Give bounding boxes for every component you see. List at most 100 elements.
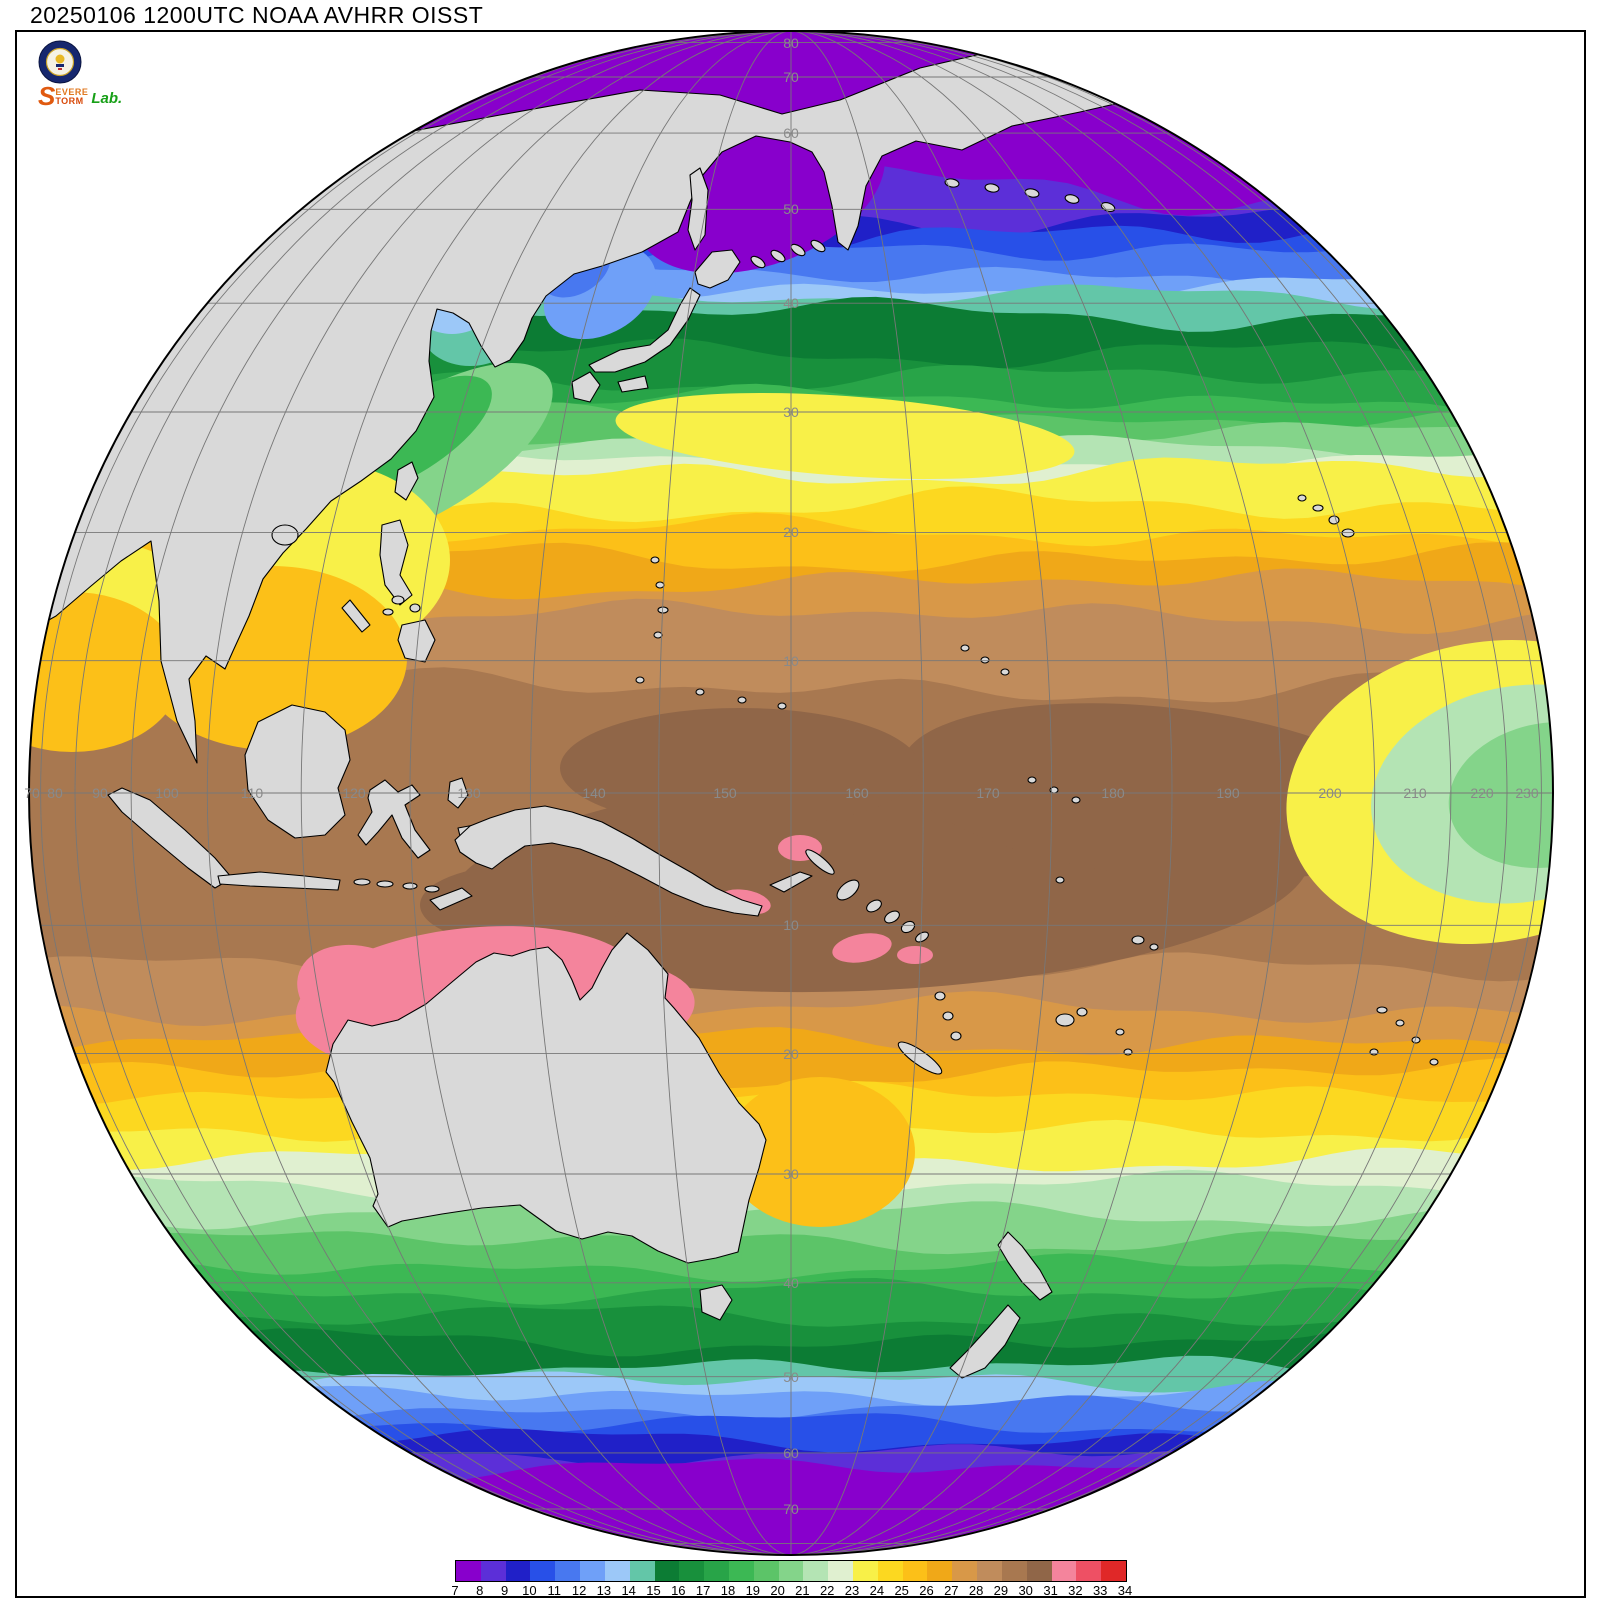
island	[900, 920, 916, 934]
lon-label: 110	[241, 785, 264, 801]
sst-patch	[725, 1077, 915, 1227]
lat-label: 80	[783, 35, 799, 51]
seal-gold-ring	[45, 47, 75, 77]
lab-logo: S EVERE TORM Lab.	[38, 40, 168, 109]
island	[695, 688, 705, 696]
lab-seal-icon	[38, 40, 82, 84]
landmass-hokkaido	[694, 249, 741, 289]
colorbar	[455, 1560, 1127, 1582]
lon-label: 70	[24, 785, 40, 801]
island	[1027, 776, 1037, 784]
island	[960, 644, 970, 652]
sst-patch	[897, 946, 933, 964]
island	[1312, 504, 1324, 512]
seal-sun-emblem	[55, 54, 65, 64]
colorbar-cell	[629, 1561, 655, 1581]
lon-label: 160	[845, 785, 869, 801]
colorbar-tick-label: 21	[795, 1583, 810, 1598]
colorbar-tick-label: 29	[993, 1583, 1009, 1598]
colorbar-cell	[1076, 1561, 1102, 1581]
colorbar-cell	[679, 1561, 705, 1581]
island	[1376, 1006, 1388, 1014]
landmass-honshu	[588, 287, 701, 373]
landmass-java	[217, 871, 341, 891]
lat-label: 50	[783, 1369, 799, 1385]
lat-label: 70	[783, 1501, 799, 1517]
lab-wordmark: S EVERE TORM Lab.	[38, 83, 168, 108]
landmass-palawan	[341, 599, 371, 633]
island	[805, 849, 835, 875]
colorbar-tick-label: 26	[919, 1583, 934, 1598]
island	[653, 631, 663, 639]
colorbar-cell	[803, 1561, 829, 1581]
island	[1341, 528, 1355, 538]
colorbar-tick-label: 32	[1068, 1583, 1083, 1598]
lon-label: 170	[976, 785, 1000, 801]
island	[635, 676, 645, 684]
island	[376, 880, 394, 888]
lat-label: 70	[783, 69, 799, 85]
island	[942, 1011, 954, 1021]
colorbar-cell	[604, 1561, 630, 1581]
colorbar-tick-label: 33	[1092, 1583, 1108, 1598]
colorbar-cell	[952, 1561, 978, 1581]
colorbar-tick-label: 22	[819, 1583, 835, 1598]
island	[424, 885, 440, 893]
lon-label: 220	[1470, 785, 1494, 801]
graticule-labels: 70 80 90 100 110 120 130 140 150 160 170 180 190 200 2…	[24, 35, 1539, 1517]
colorbar-tick-label: 12	[571, 1583, 587, 1598]
landmass-taiwan	[394, 461, 419, 501]
sst-patch	[615, 392, 1075, 480]
island	[836, 879, 860, 901]
logo-word-bottom: TORM	[55, 96, 84, 107]
island	[934, 991, 946, 1001]
island	[353, 878, 371, 886]
island	[650, 556, 660, 564]
island	[1395, 1019, 1405, 1027]
colorbar-tick-label: 15	[646, 1583, 661, 1598]
island	[1115, 1028, 1125, 1036]
colorbar-tick-label: 28	[968, 1583, 984, 1598]
landmass-tasmania	[699, 1284, 733, 1321]
island	[1328, 515, 1340, 525]
lat-label: 60	[783, 1445, 799, 1461]
sst-patch	[560, 708, 920, 828]
landmass-shikoku	[617, 375, 649, 393]
colorbar-cell	[877, 1561, 903, 1581]
island	[1055, 1013, 1075, 1027]
lat-label: 40	[783, 295, 799, 311]
colorbar-tick-label: 7	[451, 1583, 459, 1598]
lat-label: 50	[783, 201, 799, 217]
colorbar-cell	[580, 1561, 605, 1581]
colorbar-tick-label: 31	[1043, 1583, 1058, 1598]
island	[1160, 71, 1240, 113]
island	[1369, 1048, 1379, 1056]
island	[271, 524, 299, 546]
colorbar-tick-label: 24	[869, 1583, 885, 1598]
landmass-sulawesi	[357, 779, 431, 859]
colorbar-tick-label: 10	[522, 1583, 537, 1598]
island	[1055, 876, 1065, 884]
colorbar-cell	[505, 1561, 531, 1581]
lon-label: 120	[342, 785, 366, 801]
landmass-mindanao	[397, 619, 436, 663]
colorbar-tick-label: 17	[695, 1583, 711, 1598]
lon-label: 200	[1318, 785, 1342, 801]
colorbar-tick-label: 19	[745, 1583, 761, 1598]
island	[1064, 194, 1080, 204]
colorbar-tick-label: 23	[844, 1583, 860, 1598]
colorbar-cell	[480, 1561, 506, 1581]
island	[1149, 943, 1159, 951]
seal-red-emblem	[58, 68, 62, 70]
colorbar-cell	[654, 1561, 680, 1581]
island	[409, 603, 421, 613]
island	[884, 910, 900, 924]
island	[391, 595, 405, 605]
island	[1297, 494, 1307, 502]
colorbar-cell	[728, 1561, 754, 1581]
colorbar-cell	[753, 1561, 779, 1581]
colorbar-tick-label: 20	[770, 1583, 785, 1598]
colorbar-tick-label: 27	[944, 1583, 959, 1598]
colorbar-cell	[1101, 1561, 1126, 1581]
